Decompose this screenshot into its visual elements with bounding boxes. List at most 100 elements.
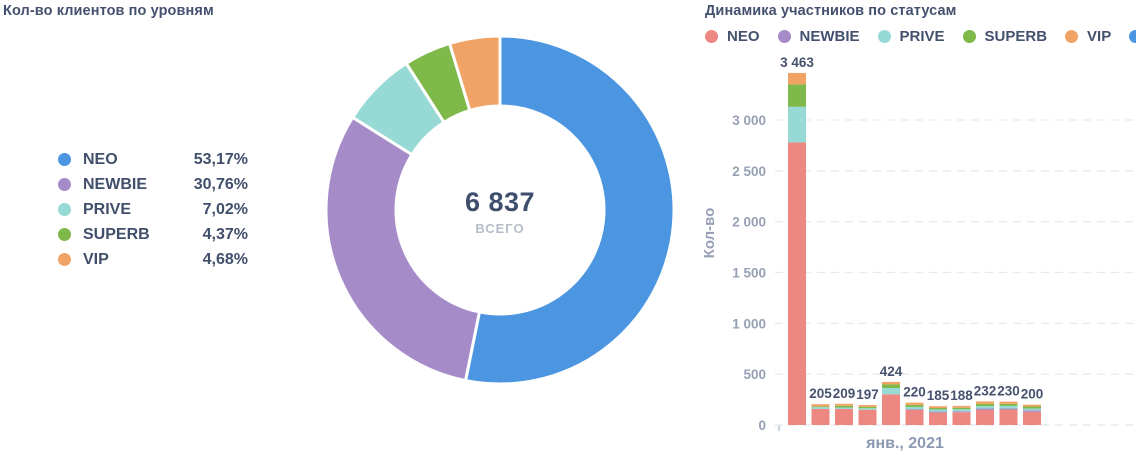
bar-segment-superb[interactable]	[905, 404, 924, 407]
donut-legend-item-vip[interactable]: VIP 4,68%	[58, 247, 248, 272]
legend-series-name: VIP	[1087, 27, 1112, 45]
bar-segment-superb[interactable]	[858, 406, 877, 409]
bar-segment-vip[interactable]	[952, 405, 971, 408]
bar-segment-prive[interactable]	[788, 106, 806, 143]
stacked-bar[interactable]	[952, 405, 971, 425]
bar-segment-newbie[interactable]	[952, 411, 971, 413]
y-tick-label: 0	[758, 418, 766, 433]
bar-legend: NEO NEWBIE PRIVE SUPERB VIP	[705, 25, 1136, 47]
bar-value-label: 185	[927, 388, 950, 403]
stacked-bar[interactable]	[905, 402, 924, 425]
bar-segment-prive[interactable]	[1023, 408, 1041, 411]
bar-segment-superb[interactable]	[952, 407, 971, 410]
bar-segment-newbie[interactable]	[905, 409, 924, 410]
bar-segment-superb[interactable]	[1023, 406, 1041, 409]
legend-dot-icon	[1065, 29, 1079, 43]
bar-legend-item-newbie[interactable]: NEWBIE	[777, 27, 860, 45]
bar-chart-title: Динамика участников по статусам	[705, 3, 957, 19]
stacked-bar[interactable]	[1023, 404, 1041, 425]
legend-series-name: VIP	[83, 250, 109, 268]
bar-segment-neo[interactable]	[811, 408, 830, 425]
bar-segment-prive[interactable]	[952, 409, 971, 412]
bar-segment-neo[interactable]	[882, 394, 900, 425]
stacked-bar[interactable]	[811, 404, 830, 425]
bar-segment-neo[interactable]	[1023, 411, 1041, 425]
bar-segment-superb[interactable]	[929, 408, 947, 410]
bar-value-label: 209	[833, 386, 856, 401]
bar-segment-neo[interactable]	[952, 412, 971, 425]
legend-dot-icon	[58, 228, 71, 241]
bar-segment-vip[interactable]	[999, 401, 1018, 404]
stacked-bar[interactable]	[976, 401, 994, 425]
bar-segment-neo[interactable]	[788, 142, 806, 425]
bar-segment-vip[interactable]	[788, 72, 806, 85]
stacked-bar[interactable]	[999, 401, 1018, 425]
y-tick-label: 2 000	[732, 215, 766, 230]
bar-legend-item-vip[interactable]: VIP	[1065, 28, 1111, 45]
bar-segment-vip[interactable]	[882, 381, 900, 385]
bar-legend-item-clipped[interactable]	[1129, 29, 1136, 43]
legend-series-name: NEWBIE	[799, 27, 860, 45]
stacked-bar[interactable]	[929, 406, 947, 425]
legend-series-name: NEO	[83, 150, 118, 168]
bar-segment-neo[interactable]	[905, 409, 924, 425]
legend-series-percent: 4,37%	[202, 225, 248, 243]
legend-dot-icon	[58, 178, 71, 191]
bar-segment-newbie[interactable]	[976, 408, 994, 410]
bar-segment-superb[interactable]	[976, 403, 994, 407]
stacked-bar[interactable]	[882, 381, 900, 425]
bar-segment-superb[interactable]	[811, 406, 830, 408]
bar-segment-newbie[interactable]	[999, 408, 1018, 410]
y-tick-label: 500	[743, 367, 766, 382]
bar-segment-superb[interactable]	[999, 403, 1018, 406]
y-tick-label: 2 500	[732, 164, 766, 179]
bar-segment-neo[interactable]	[929, 412, 947, 425]
bar-segment-neo[interactable]	[999, 409, 1018, 425]
y-tick-label: 1 000	[732, 316, 766, 331]
legend-dot-icon	[777, 29, 791, 43]
bar-segment-newbie[interactable]	[929, 411, 947, 413]
bar-legend-item-superb[interactable]: SUPERB	[962, 27, 1048, 45]
y-tick-label: 3 000	[732, 113, 766, 128]
bar-segment-prive[interactable]	[976, 406, 994, 409]
legend-series-name: SUPERB	[984, 27, 1048, 45]
stacked-bar[interactable]	[835, 403, 853, 425]
bar-segment-prive[interactable]	[882, 387, 900, 395]
bar-value-label: 3 463	[780, 55, 814, 70]
legend-series-percent: 53,17%	[193, 150, 248, 168]
donut-segment-newbie[interactable]	[324, 115, 481, 383]
bar-segment-vip[interactable]	[1023, 404, 1041, 407]
bar-segment-neo[interactable]	[835, 408, 853, 425]
bar-segment-vip[interactable]	[929, 406, 947, 409]
stacked-bar[interactable]	[788, 72, 806, 425]
bar-legend-item-neo[interactable]: NEO	[705, 28, 760, 45]
bar-segment-newbie[interactable]	[1023, 410, 1041, 412]
legend-dot-icon	[58, 203, 71, 216]
bar-segment-vip[interactable]	[835, 403, 853, 406]
bar-segment-prive[interactable]	[811, 407, 830, 409]
bar-segment-prive[interactable]	[929, 409, 947, 412]
bar-segment-prive[interactable]	[999, 405, 1018, 409]
bar-value-label: 232	[974, 383, 997, 398]
bar-segment-vip[interactable]	[905, 402, 924, 405]
bar-segment-vip[interactable]	[976, 401, 994, 404]
bar-segment-vip[interactable]	[858, 404, 877, 407]
donut-legend-item-prive[interactable]: PRIVE 7,02%	[58, 197, 248, 222]
bar-segment-superb[interactable]	[882, 384, 900, 388]
bar-segment-neo[interactable]	[976, 409, 994, 425]
bar-segment-vip[interactable]	[811, 404, 830, 407]
donut-segment-vip[interactable]	[448, 34, 502, 112]
donut-legend-item-neo[interactable]: NEO 53,17%	[58, 147, 248, 172]
donut-legend-item-superb[interactable]: SUPERB 4,37%	[58, 222, 248, 247]
donut-legend-item-newbie[interactable]: NEWBIE 30,76%	[58, 172, 248, 197]
bar-segment-neo[interactable]	[858, 409, 877, 425]
bar-segment-superb[interactable]	[788, 84, 806, 107]
bar-segment-prive[interactable]	[858, 408, 877, 410]
donut-segment-neo[interactable]	[464, 34, 676, 386]
bar-value-label: 205	[809, 386, 832, 401]
bar-legend-item-prive[interactable]: PRIVE	[877, 28, 945, 45]
bar-segment-prive[interactable]	[835, 407, 853, 409]
bar-segment-superb[interactable]	[835, 405, 853, 408]
stacked-bar[interactable]	[858, 404, 877, 425]
bar-segment-prive[interactable]	[905, 406, 924, 410]
